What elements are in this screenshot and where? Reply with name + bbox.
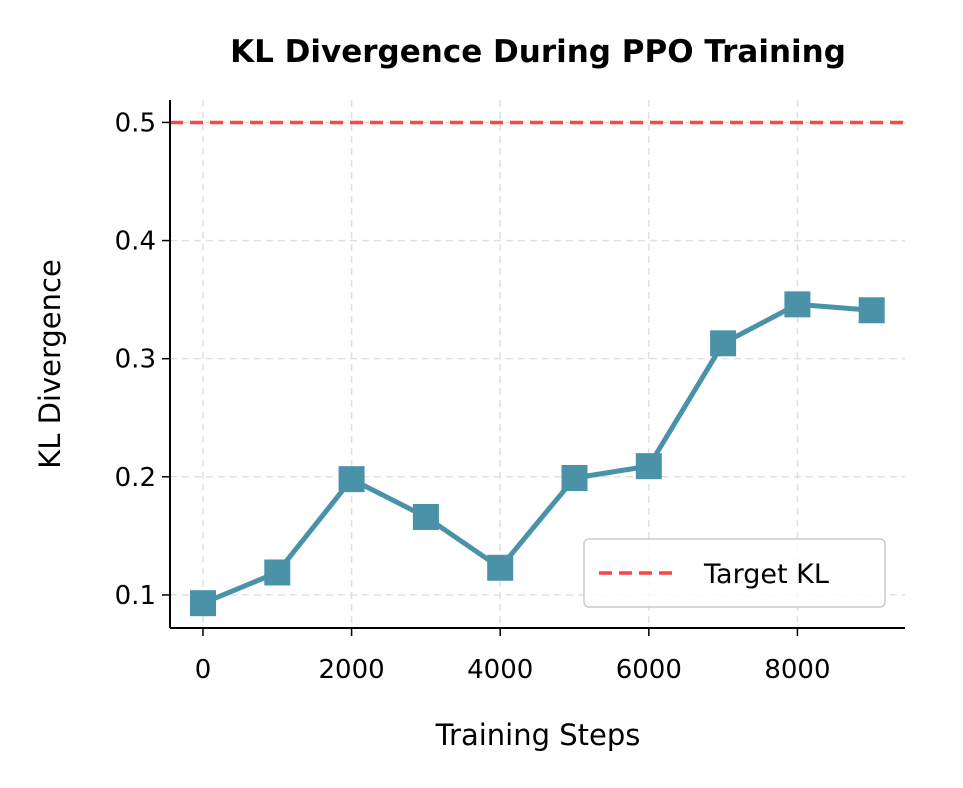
kl-series-line bbox=[202, 301, 872, 606]
y-axis-label: KL Divergence bbox=[33, 259, 67, 469]
legend-box bbox=[583, 538, 886, 608]
series bbox=[189, 291, 885, 617]
y-tick-label: 0.5 bbox=[115, 108, 156, 138]
kl-data-point bbox=[784, 291, 811, 318]
x-tick-label: 0 bbox=[195, 655, 212, 685]
ticks: 0 2000 4000 6000 8000 0.1 0.2 0.3 0.4 0.5 bbox=[115, 108, 831, 685]
x-tick-label: 8000 bbox=[764, 655, 830, 685]
x-tick-label: 4000 bbox=[467, 655, 533, 685]
x-tick-label: 2000 bbox=[319, 655, 385, 685]
kl-data-point bbox=[412, 503, 439, 530]
x-tick-label: 6000 bbox=[616, 655, 682, 685]
legend: Target KL bbox=[583, 538, 886, 608]
y-tick-label: 0.2 bbox=[115, 463, 156, 493]
y-tick-label: 0.4 bbox=[115, 227, 156, 257]
kl-data-point bbox=[264, 559, 291, 586]
chart-title: KL Divergence During PPO Training bbox=[230, 34, 846, 70]
axes bbox=[169, 100, 905, 629]
x-axis-label: Training Steps bbox=[435, 718, 641, 752]
kl-data-point bbox=[710, 330, 737, 357]
kl-data-point bbox=[487, 554, 514, 581]
kl-data-point bbox=[189, 590, 216, 617]
kl-data-point bbox=[338, 466, 365, 493]
kl-data-point bbox=[858, 297, 885, 324]
kl-data-point bbox=[635, 453, 662, 480]
kl-data-point bbox=[561, 464, 588, 491]
y-tick-label: 0.3 bbox=[115, 345, 156, 375]
y-tick-label: 0.1 bbox=[115, 581, 156, 611]
legend-label-target-kl: Target KL bbox=[703, 559, 829, 590]
